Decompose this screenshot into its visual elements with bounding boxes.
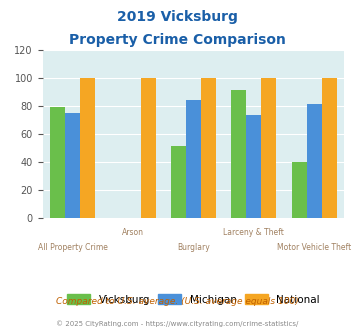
Bar xyxy=(261,78,277,218)
Text: Property Crime Comparison: Property Crime Comparison xyxy=(69,33,286,47)
Bar xyxy=(291,162,307,218)
Bar xyxy=(246,115,261,218)
Bar xyxy=(141,78,156,218)
Bar xyxy=(201,78,216,218)
Text: © 2025 CityRating.com - https://www.cityrating.com/crime-statistics/: © 2025 CityRating.com - https://www.city… xyxy=(56,320,299,327)
Legend: Vicksburg, Michigan, National: Vicksburg, Michigan, National xyxy=(63,290,324,309)
Bar xyxy=(322,78,337,218)
Text: Burglary: Burglary xyxy=(177,243,210,252)
Text: Arson: Arson xyxy=(122,228,144,237)
Text: Compared to U.S. average. (U.S. average equals 100): Compared to U.S. average. (U.S. average … xyxy=(56,297,299,306)
Text: 2019 Vicksburg: 2019 Vicksburg xyxy=(117,10,238,24)
Text: Larceny & Theft: Larceny & Theft xyxy=(223,228,284,237)
Text: Motor Vehicle Theft: Motor Vehicle Theft xyxy=(277,243,351,252)
Bar xyxy=(50,107,65,218)
Bar xyxy=(65,113,80,218)
Bar xyxy=(171,146,186,218)
Text: All Property Crime: All Property Crime xyxy=(38,243,108,252)
Bar xyxy=(186,100,201,218)
Bar xyxy=(307,104,322,218)
Bar xyxy=(231,90,246,218)
Bar xyxy=(80,78,95,218)
